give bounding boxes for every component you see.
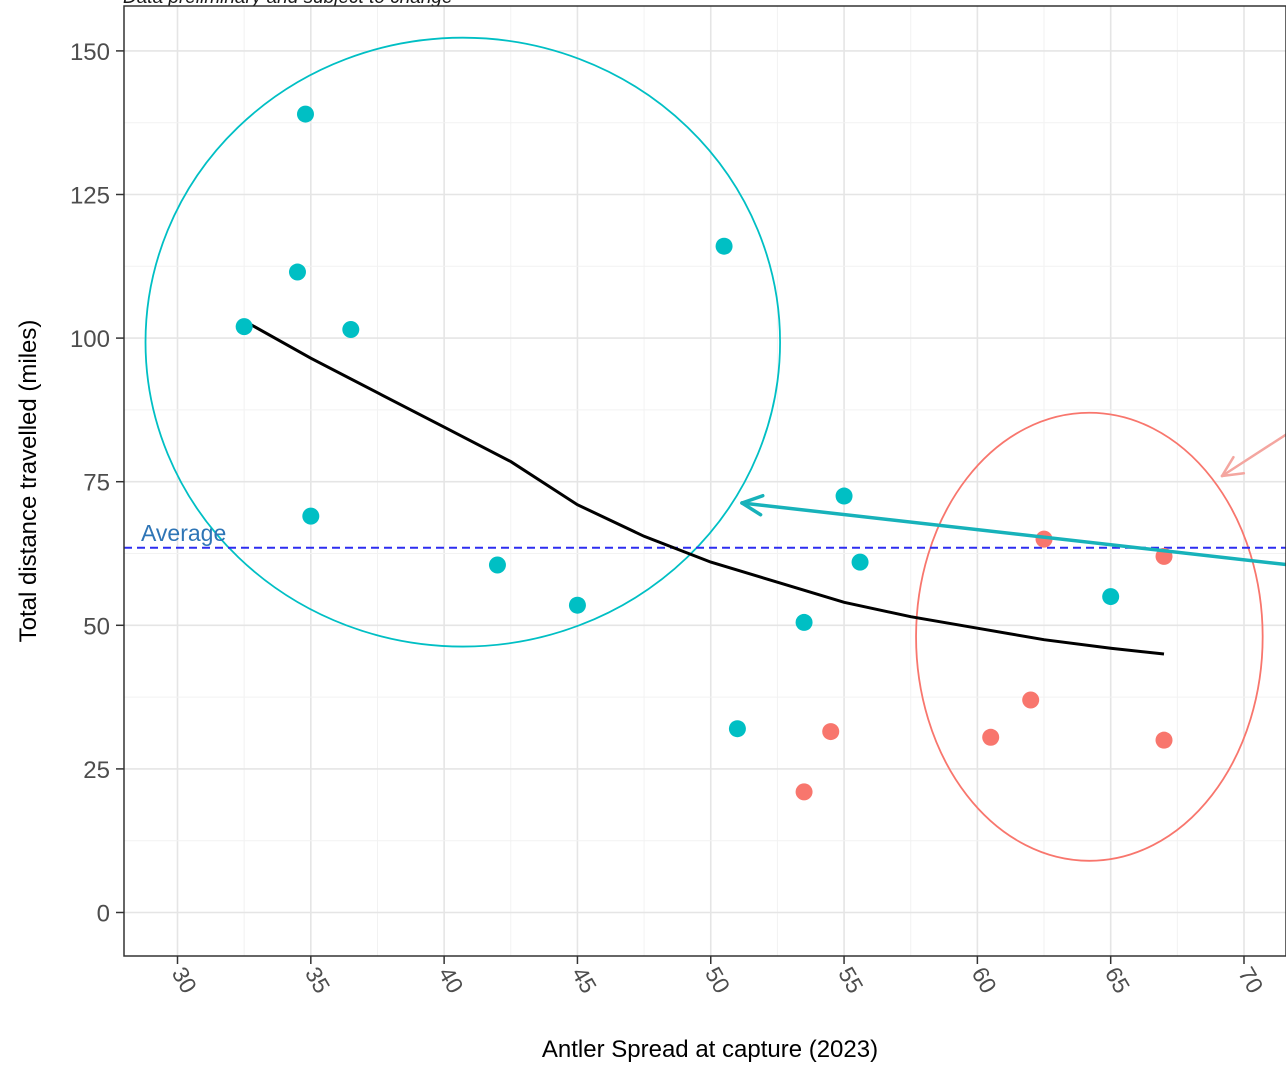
y-tick-label: 0: [97, 901, 110, 928]
salmon-data-point: [1022, 691, 1040, 709]
chart-subtitle: Data preliminary and subject to change: [123, 0, 453, 8]
teal-data-point: [851, 553, 869, 571]
grid-lines: [124, 6, 1286, 956]
x-tick-label: 45: [567, 962, 602, 997]
salmon-arrow: [1220, 433, 1286, 478]
annotation-layer: [144, 36, 1264, 862]
teal-data-point: [835, 487, 853, 505]
y-tick-label: 125: [70, 183, 110, 210]
teal-data-point: [568, 596, 586, 614]
teal-data-point: [1102, 588, 1120, 606]
salmon-data-point: [795, 783, 813, 801]
x-tick-label: 35: [300, 962, 335, 997]
y-tick-label: 150: [70, 39, 110, 66]
y-tick-label: 50: [83, 613, 110, 640]
x-axis-label: Antler Spread at capture (2023): [542, 1036, 878, 1063]
x-tick-label: 40: [433, 962, 468, 997]
arrow-layer: [740, 433, 1286, 567]
salmon-data-point: [1155, 731, 1173, 749]
teal-data-point: [488, 556, 506, 574]
x-tick-label: 30: [167, 962, 202, 997]
x-tick-label: 65: [1100, 962, 1135, 997]
salmon-data-point: [982, 728, 1000, 746]
teal-data-point: [296, 105, 314, 123]
x-tick-label: 60: [967, 962, 1002, 997]
x-tick-label: 70: [1233, 962, 1268, 997]
teal-data-point: [288, 263, 306, 281]
x-tick-label: 50: [700, 962, 735, 997]
teal-circle-annotation: [144, 36, 781, 648]
y-axis: 0 25 50 75 100 125 150: [70, 39, 124, 928]
teal-data-point: [342, 320, 360, 338]
teal-data-point: [715, 237, 733, 255]
y-axis-label: Total distance travelled (miles): [15, 320, 42, 643]
y-tick-label: 25: [83, 757, 110, 784]
salmon-data-point: [822, 723, 840, 741]
y-tick-label: 100: [70, 326, 110, 353]
teal-arrow: [740, 493, 1286, 567]
average-label: Average: [141, 520, 226, 546]
x-axis: 30 35 40 45 50 55 60 65 70: [167, 956, 1269, 998]
teal-data-point: [728, 720, 746, 738]
salmon-data-point: [1035, 530, 1053, 548]
salmon-circle-annotation: [915, 411, 1264, 862]
y-tick-label: 75: [83, 470, 110, 497]
teal-data-point: [795, 613, 813, 631]
trend-line: [243, 319, 1165, 656]
teal-data-point: [235, 318, 253, 336]
x-tick-label: 55: [833, 962, 868, 997]
teal-data-point: [302, 507, 320, 525]
